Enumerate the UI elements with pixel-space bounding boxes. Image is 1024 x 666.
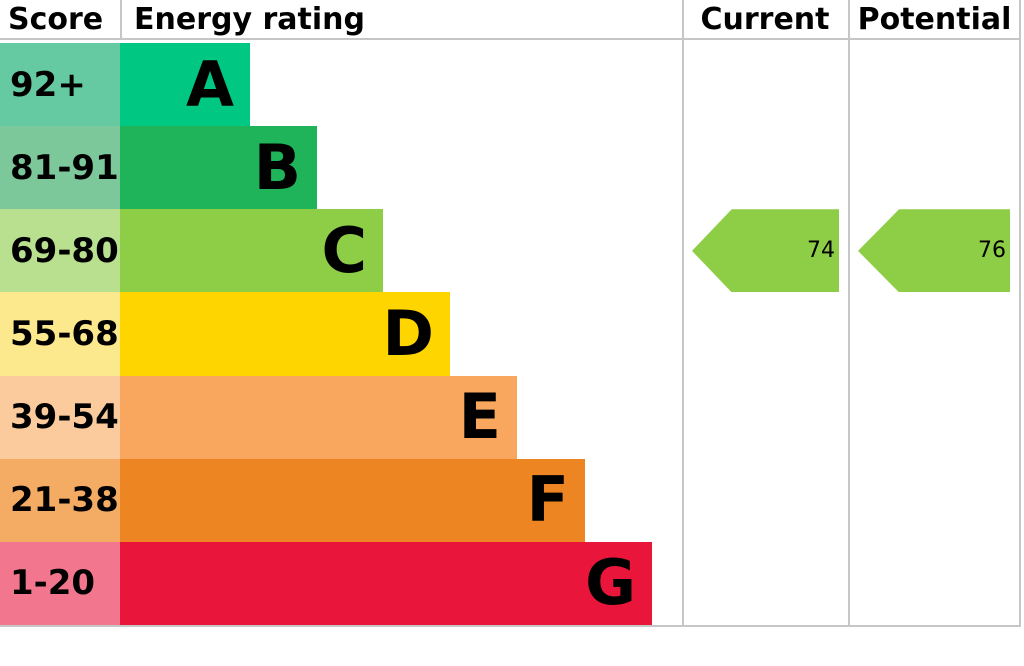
potential-rating-arrow: 76 (858, 209, 1010, 293)
current-rating-value: 74 (807, 237, 835, 263)
column-divider-current-potential (848, 0, 850, 625)
potential-rating-value: 76 (978, 237, 1006, 263)
score-cell-a: 92+ (0, 43, 120, 127)
band-row: G (120, 541, 682, 625)
header-energy-rating: Energy rating (134, 2, 365, 37)
band-bar-g: G (120, 541, 652, 625)
band-row: B (120, 126, 682, 210)
header-current: Current (700, 2, 830, 37)
energy-rating-column: A B C D E F G (120, 43, 682, 625)
score-cell-e: 39-54 (0, 375, 120, 459)
chart-right-border (1019, 0, 1021, 625)
potential-column: 76 (850, 43, 1017, 625)
band-bar-f: F (120, 458, 585, 542)
band-bar-d: D (120, 292, 450, 376)
band-row: C (120, 209, 682, 293)
band-row: D (120, 292, 682, 376)
current-rating-arrow: 74 (692, 209, 839, 293)
header-score: Score (8, 2, 104, 37)
band-row: F (120, 458, 682, 542)
score-cell-f: 21-38 (0, 458, 120, 542)
score-cell-b: 81-91 (0, 126, 120, 210)
header-divider-line (120, 0, 122, 40)
score-cell-c: 69-80 (0, 209, 120, 293)
current-column: 74 (684, 43, 846, 625)
header-potential: Potential (857, 2, 1012, 37)
band-bar-e: E (120, 375, 517, 459)
score-cell-g: 1-20 (0, 541, 120, 625)
band-bar-a: A (120, 43, 250, 127)
score-column: 92+ 81-91 69-80 55-68 39-54 21-38 1-20 (0, 43, 120, 625)
chart-bottom-border (0, 625, 1021, 627)
band-row: E (120, 375, 682, 459)
band-bar-b: B (120, 126, 317, 210)
chart-body: 92+ 81-91 69-80 55-68 39-54 21-38 1-20 A… (0, 43, 1021, 625)
band-bar-c: C (120, 209, 383, 293)
band-row: A (120, 43, 682, 127)
header-bottom-line (0, 38, 1021, 40)
column-divider-energy-current (682, 0, 684, 625)
score-cell-d: 55-68 (0, 292, 120, 376)
